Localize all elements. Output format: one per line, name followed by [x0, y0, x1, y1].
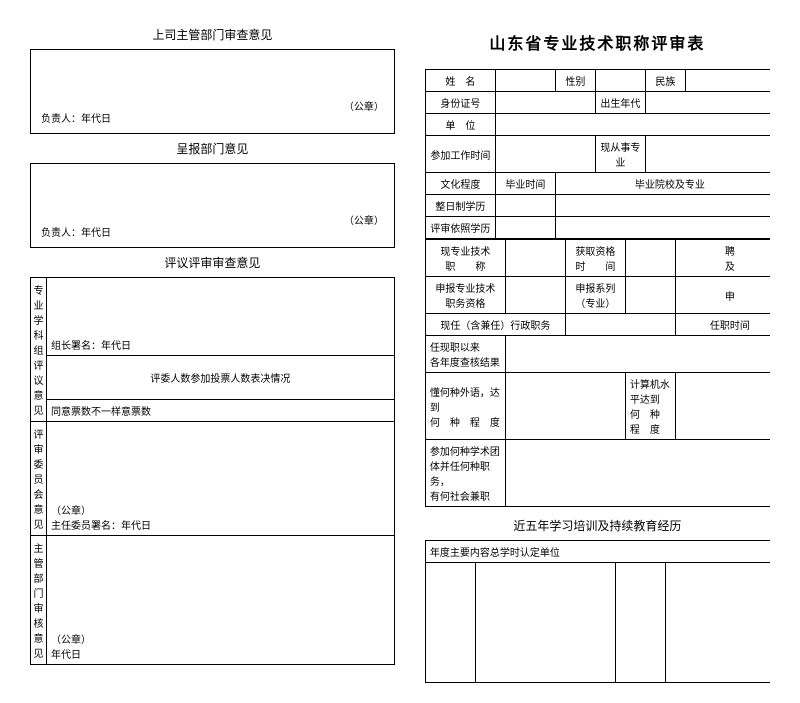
r-series: 申报系列（专业）: [565, 277, 625, 314]
r-admin: 现任（含兼任）行政职务: [425, 314, 565, 336]
r-school: 毕业院校及专业: [555, 173, 770, 195]
r-id: 身份证号: [425, 92, 495, 114]
r-qualtime: 获取资格时 间: [565, 240, 625, 277]
info-table-2: 现专业技术职 称 获取资格时 间 聘及 申报专业技术职务资格 申报系列（专业） …: [425, 239, 770, 507]
training-table: 年度主要内容总学时认定单位: [425, 540, 770, 683]
r-apply: 申报专业技术职务资格: [425, 277, 505, 314]
v-join: [495, 136, 595, 173]
r-admintime: 任职时间: [675, 314, 770, 336]
r-lang: 懂何种外语，达到何 种 程 度: [425, 373, 505, 440]
sec3-table: 专业学科组评议意见 组长署名：年代日 评委人数参加投票人数表决情况 同意票数不一…: [30, 277, 395, 665]
vcol-b: 评审委员会意见: [31, 422, 47, 536]
r-name: 姓 名: [425, 70, 495, 92]
r-curtech: 现专业技术职 称: [425, 240, 505, 277]
v-curmajor: [645, 136, 770, 173]
cell-a2: 同意票数不一样意票数: [47, 400, 395, 422]
v-nation: [685, 70, 770, 92]
b-seal: （公章）: [51, 506, 91, 517]
vcol-c: 主管部门审核意见: [31, 536, 47, 665]
cell-b: （公章） 主任委员署名：年代日: [47, 422, 395, 536]
v-unit: [495, 114, 770, 136]
b-line: 主任委员署名：年代日: [51, 521, 151, 532]
right-column: 山东省专业技术职称评审表 姓 名 性别 民族 身份证号 出生年代 单 位 参加工…: [425, 20, 770, 683]
v-curtech: [505, 240, 565, 277]
t2-c4: [665, 563, 770, 683]
v-comp: [675, 373, 770, 440]
a-line1: 组长署名：年代日: [51, 341, 131, 352]
r-birth: 出生年代: [595, 92, 645, 114]
c-line: 年代日: [51, 650, 81, 661]
v-id: [495, 92, 595, 114]
v-qualtime: [625, 240, 675, 277]
r-unit: 单 位: [425, 114, 495, 136]
subhead: 近五年学习培训及持续教育经历: [425, 517, 770, 534]
t2-c1: [425, 563, 475, 683]
v-ft1: [495, 195, 555, 217]
r-series3: 申: [675, 277, 770, 314]
vcol-a: 专业学科组评议意见: [31, 278, 47, 422]
sec2-seal: （公章）: [344, 212, 384, 227]
sec1-signer: 负责人：年代日: [41, 110, 111, 125]
r-nation: 民族: [645, 70, 685, 92]
r-curmajor: 现从事专业: [595, 136, 645, 173]
r-review-edu: 评审依照学历: [425, 217, 495, 239]
c-seal: （公章）: [51, 635, 91, 646]
main-title: 山东省专业技术职称评审表: [425, 30, 770, 54]
v-admin: [565, 314, 675, 336]
sec1-box: （公章） 负责人：年代日: [30, 49, 395, 134]
r-hire: 聘及: [675, 240, 770, 277]
cell-c: （公章） 年代日: [47, 536, 395, 665]
sec2-box: （公章） 负责人：年代日: [30, 163, 395, 248]
v-series: [625, 277, 675, 314]
v-re2: [555, 217, 770, 239]
r-fulltime: 整日制学历: [425, 195, 495, 217]
r-acad: 参加何种学术团体并任何种职务，有何社会兼职: [425, 440, 505, 507]
r-edu: 文化程度: [425, 173, 495, 195]
sec1-title: 上司主管部门审查意见: [30, 26, 395, 43]
cell-a1: 组长署名：年代日: [47, 278, 395, 356]
v-yearly: [505, 336, 770, 373]
sec1-seal: （公章）: [344, 98, 384, 113]
v-birth: [645, 92, 770, 114]
sec2-title: 呈报部门意见: [30, 140, 395, 157]
v-gender: [595, 70, 645, 92]
v-lang: [505, 373, 625, 440]
r-comp: 计算机水平达到何 种 程 度: [625, 373, 675, 440]
r-gender: 性别: [555, 70, 595, 92]
info-table: 姓 名 性别 民族 身份证号 出生年代 单 位 参加工作时间 现从事专业 文化程…: [425, 69, 770, 239]
r-gradtime: 毕业时间: [495, 173, 555, 195]
v-acad: [505, 440, 770, 507]
t2-c2: [475, 563, 615, 683]
sec3-title: 评议评审审查意见: [30, 254, 395, 271]
cell-a-sub: 评委人数参加投票人数表决情况: [47, 356, 395, 400]
t2-c3: [615, 563, 665, 683]
t2-head: 年度主要内容总学时认定单位: [425, 541, 770, 563]
v-ft2: [555, 195, 770, 217]
r-join: 参加工作时间: [425, 136, 495, 173]
v-name: [495, 70, 555, 92]
r-yearly: 任现职以来各年度查核结果: [425, 336, 505, 373]
v-re1: [495, 217, 555, 239]
v-apply: [505, 277, 565, 314]
left-column: 上司主管部门审查意见 （公章） 负责人：年代日 呈报部门意见 （公章） 负责人：…: [30, 20, 395, 683]
sec2-signer: 负责人：年代日: [41, 224, 111, 239]
